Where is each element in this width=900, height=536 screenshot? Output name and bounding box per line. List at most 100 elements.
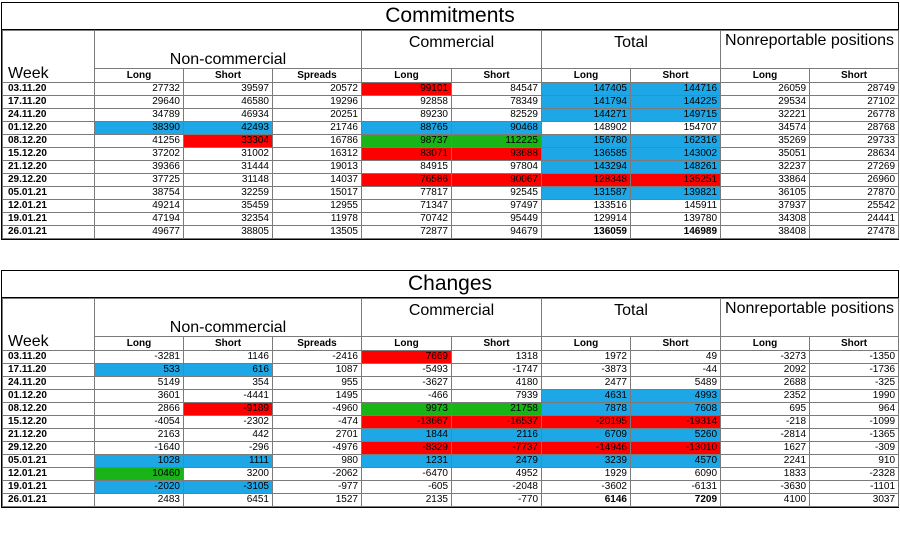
- value-cell: 4631: [541, 389, 631, 403]
- changes-table: Week Non-commercial Commercial Total Nonrepo…: [2, 298, 900, 507]
- value-cell: -4976: [272, 441, 362, 455]
- value-cell: 35051: [720, 147, 811, 161]
- value-cell: 38805: [183, 225, 273, 239]
- short-subheader: Short: [809, 68, 900, 83]
- value-cell: 7608: [629, 402, 722, 416]
- value-cell: 136585: [541, 147, 631, 161]
- value-cell: 27478: [809, 225, 900, 239]
- week-cell: 26.01.21: [2, 493, 95, 507]
- value-cell: 148261: [629, 160, 722, 174]
- value-cell: -2020: [94, 480, 184, 494]
- value-cell: 27732: [94, 82, 184, 96]
- value-cell: 35459: [183, 199, 273, 213]
- week-cell: 05.01.21: [2, 186, 95, 200]
- commitments-table: Week Non-commercial Commercial Total Nonrepo…: [2, 30, 900, 239]
- table-row: 19.01.21 -2020 -3105 -977 -605 -2048 -3602 -613…: [2, 480, 900, 494]
- value-cell: 15017: [272, 186, 362, 200]
- value-cell: 90468: [451, 121, 542, 135]
- value-cell: 144225: [629, 95, 722, 109]
- value-cell: 2701: [272, 428, 362, 442]
- spreads-subheader: Spreads: [272, 68, 362, 83]
- value-cell: 154707: [629, 121, 722, 135]
- value-cell: 5260: [629, 428, 722, 442]
- value-cell: -7737: [451, 441, 542, 455]
- value-cell: 4952: [451, 467, 542, 481]
- long-subheader: Long: [720, 68, 811, 83]
- value-cell: 21758: [451, 402, 542, 416]
- table-row: 21.12.20 2163 442 2701 1844 2116 6709 5260 -2814…: [2, 428, 900, 442]
- table-row: 17.11.20 29640 46580 19296 92858 78349 141794 1…: [2, 95, 900, 109]
- value-cell: 97804: [451, 160, 542, 174]
- week-cell: 19.01.21: [2, 212, 95, 226]
- commercial-header: Commercial: [361, 30, 542, 69]
- value-cell: 131587: [541, 186, 631, 200]
- value-cell: 29733: [809, 134, 900, 148]
- week-cell: 24.11.20: [2, 108, 95, 122]
- table-row: 03.11.20 -3281 1146 -2416 7669 1318 1972 49 -327…: [2, 350, 900, 364]
- value-cell: 33304: [183, 134, 273, 148]
- value-cell: 3601: [94, 389, 184, 403]
- value-cell: -16537: [451, 415, 542, 429]
- value-cell: 37725: [94, 173, 184, 187]
- section-title: Changes: [2, 271, 898, 298]
- value-cell: -2328: [809, 467, 900, 481]
- value-cell: 1495: [272, 389, 362, 403]
- week-cell: 12.01.21: [2, 199, 95, 213]
- value-cell: 141794: [541, 95, 631, 109]
- value-cell: 6146: [541, 493, 631, 507]
- value-cell: 84915: [361, 160, 452, 174]
- value-cell: 9973: [361, 402, 452, 416]
- value-cell: -13010: [629, 441, 722, 455]
- value-cell: -5493: [361, 363, 452, 377]
- value-cell: 2866: [94, 402, 184, 416]
- value-cell: -2062: [272, 467, 362, 481]
- value-cell: 92545: [451, 186, 542, 200]
- value-cell: 13505: [272, 225, 362, 239]
- value-cell: 29534: [720, 95, 811, 109]
- value-cell: 1146: [183, 350, 273, 364]
- value-cell: 37937: [720, 199, 811, 213]
- short-subheader: Short: [629, 336, 722, 351]
- value-cell: 28634: [809, 147, 900, 161]
- table-row: 01.12.20 3601 -4441 1495 -466 7939 4631 4993 235…: [2, 389, 900, 403]
- value-cell: -1640: [94, 441, 184, 455]
- week-header: Week: [2, 298, 95, 351]
- value-cell: -605: [361, 480, 452, 494]
- week-header: Week: [2, 30, 95, 83]
- value-cell: 83071: [361, 147, 452, 161]
- value-cell: 77817: [361, 186, 452, 200]
- value-cell: 20251: [272, 108, 362, 122]
- week-cell: 29.12.20: [2, 173, 95, 187]
- short-subheader: Short: [629, 68, 722, 83]
- value-cell: -1101: [809, 480, 900, 494]
- value-cell: -3627: [361, 376, 452, 390]
- short-subheader: Short: [809, 336, 900, 351]
- value-cell: 27269: [809, 160, 900, 174]
- value-cell: 10460: [94, 467, 184, 481]
- value-cell: 98737: [361, 134, 452, 148]
- value-cell: 42493: [183, 121, 273, 135]
- value-cell: 32259: [183, 186, 273, 200]
- value-cell: 31148: [183, 173, 273, 187]
- value-cell: 2135: [361, 493, 452, 507]
- value-cell: 980: [272, 454, 362, 468]
- value-cell: 84547: [451, 82, 542, 96]
- value-cell: -44: [629, 363, 722, 377]
- week-cell: 17.11.20: [2, 363, 95, 377]
- value-cell: -9189: [183, 402, 273, 416]
- value-cell: 1318: [451, 350, 542, 364]
- value-cell: 695: [720, 402, 811, 416]
- value-cell: 5489: [629, 376, 722, 390]
- value-cell: 2477: [541, 376, 631, 390]
- table-row: 15.12.20 37202 31002 16312 83071 93688 136585 1…: [2, 147, 900, 161]
- value-cell: 26960: [809, 173, 900, 187]
- value-cell: 46934: [183, 108, 273, 122]
- value-cell: -3105: [183, 480, 273, 494]
- value-cell: 31444: [183, 160, 273, 174]
- value-cell: 442: [183, 428, 273, 442]
- value-cell: 910: [809, 454, 900, 468]
- value-cell: 145911: [629, 199, 722, 213]
- value-cell: 144271: [541, 108, 631, 122]
- table-row: 05.01.21 38754 32259 15017 77817 92545 131587 1…: [2, 186, 900, 200]
- value-cell: -2814: [720, 428, 811, 442]
